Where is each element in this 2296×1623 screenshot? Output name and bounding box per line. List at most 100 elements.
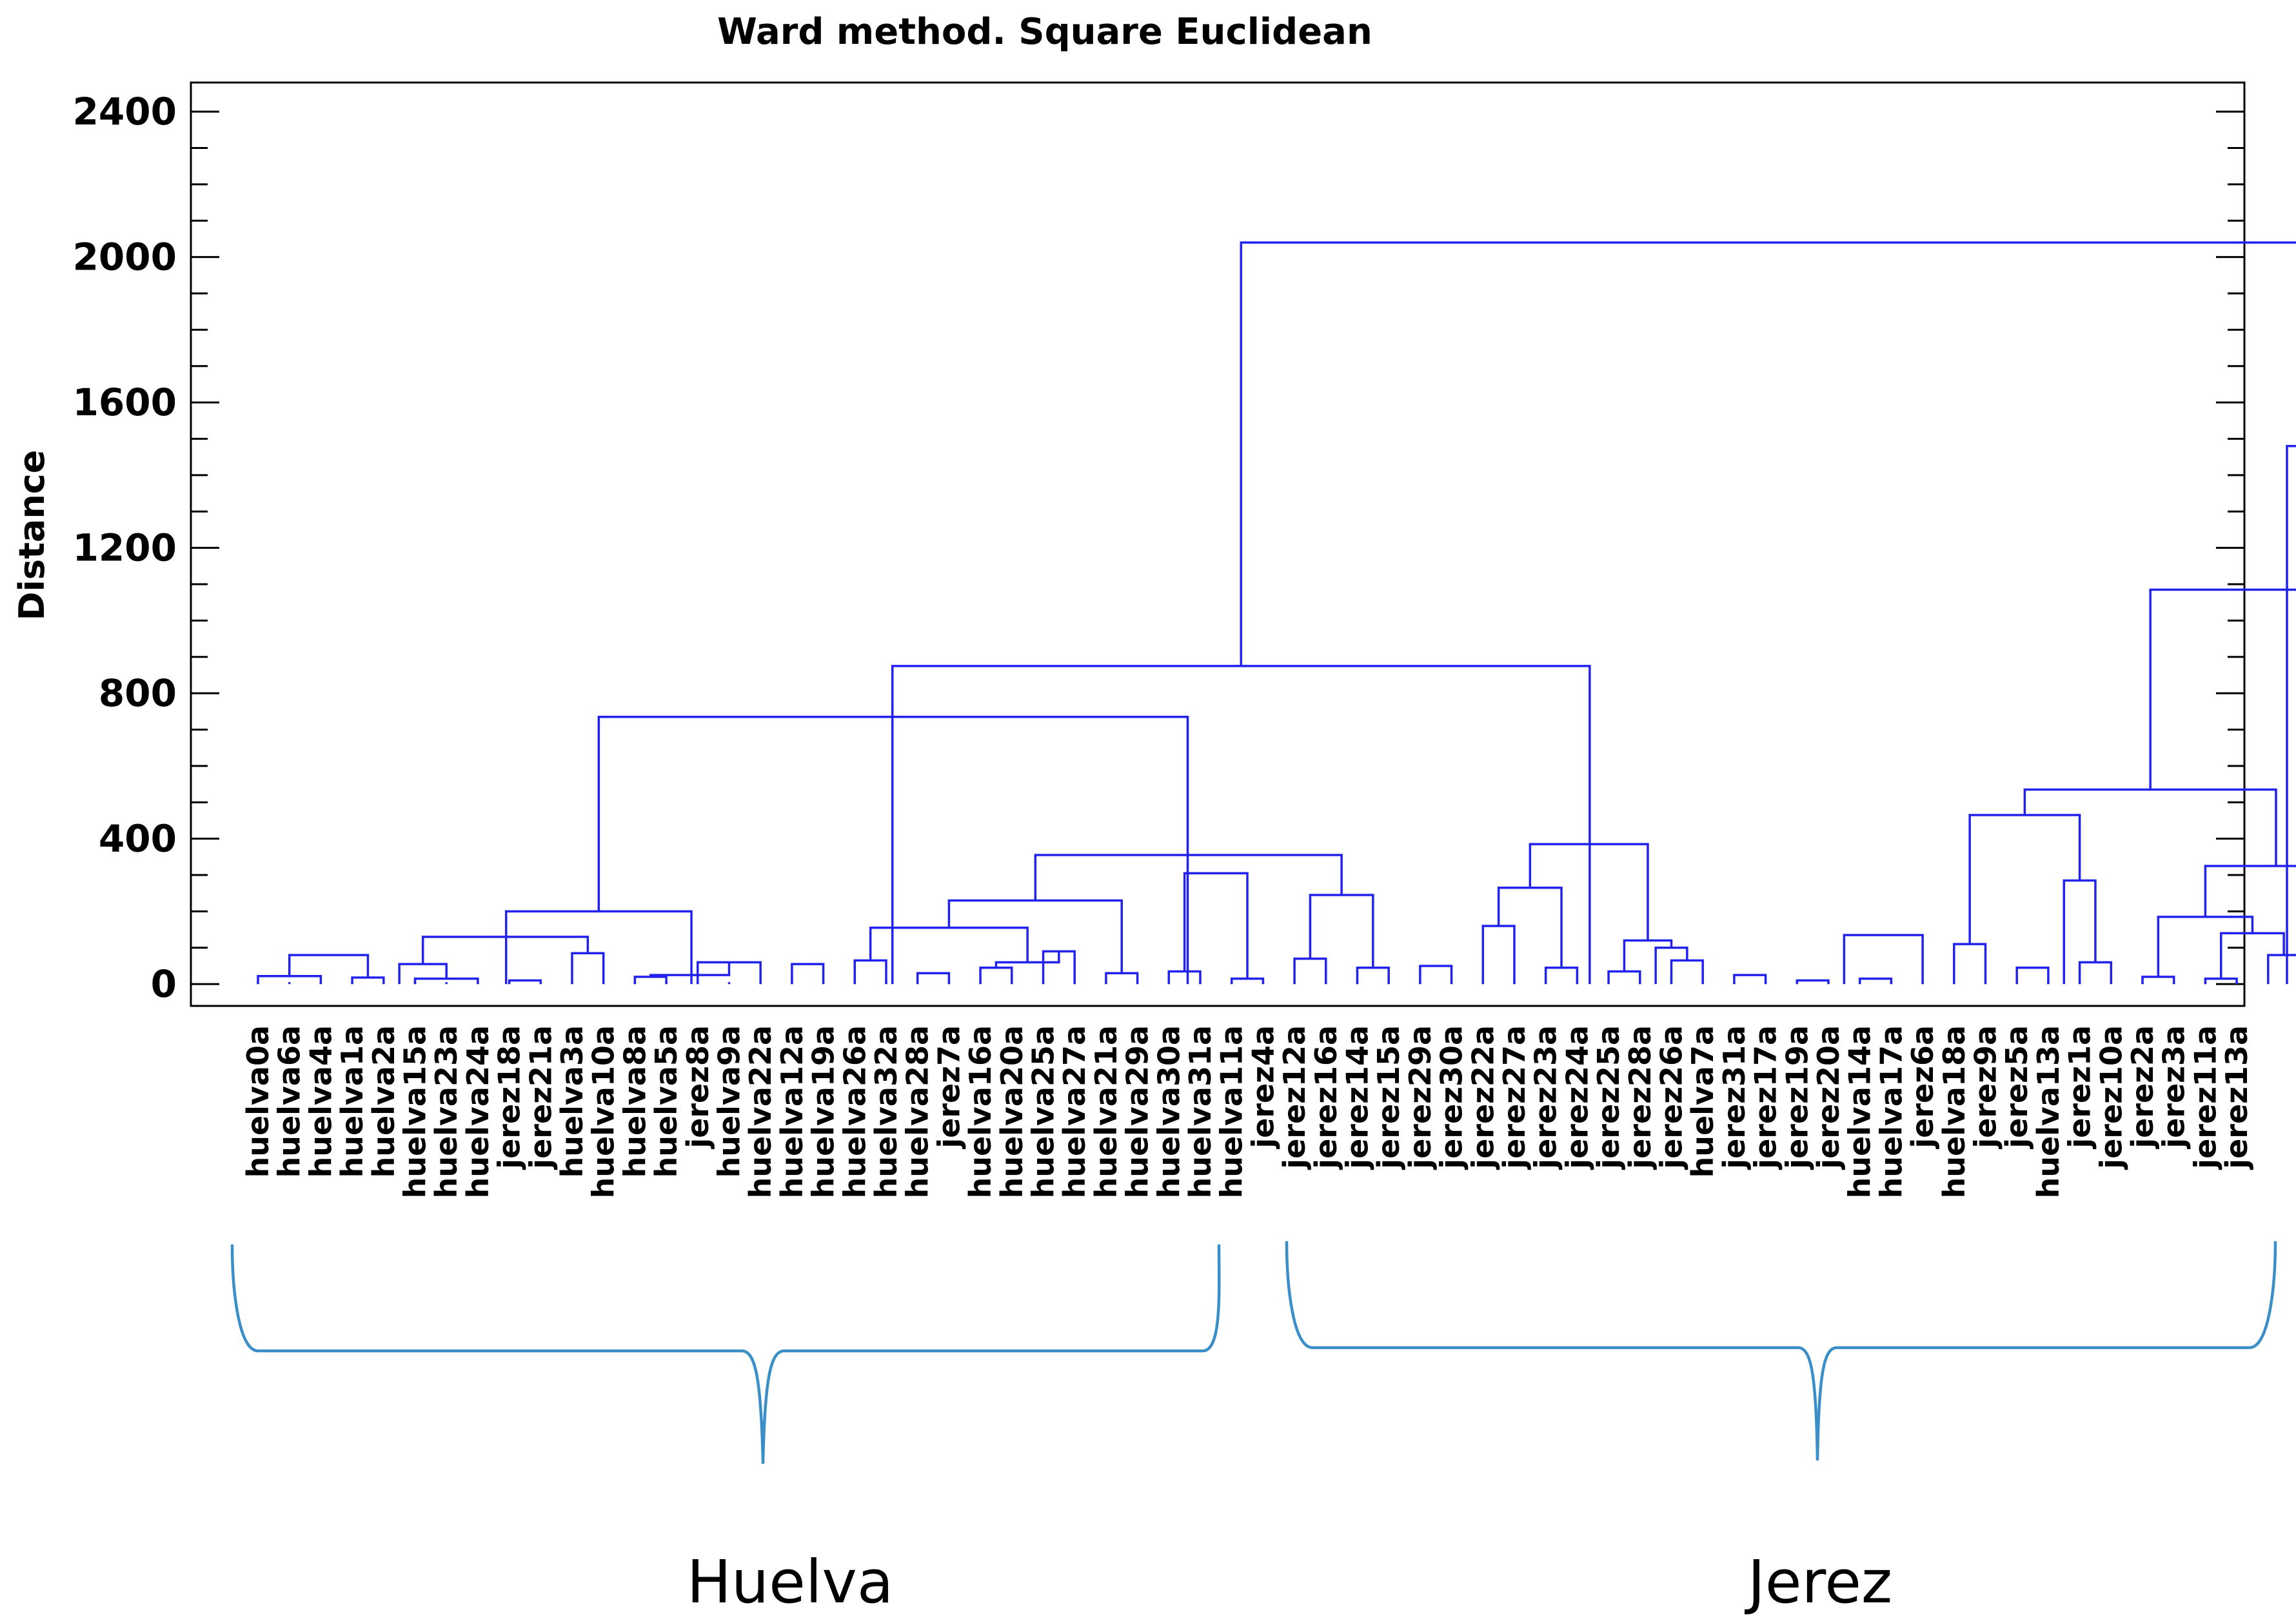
leaf-label: jerez1a (2063, 1025, 2097, 1150)
leaf-label: huelva6a (272, 1025, 307, 1178)
leaf-label: huelva18a (1937, 1025, 1972, 1199)
leaf-label: jerez8a (680, 1025, 715, 1150)
leaf-label: huelva30a (1151, 1025, 1186, 1199)
dendrogram-link (633, 976, 668, 985)
leaf-label: jerez25a (1591, 1025, 1626, 1170)
dendrogram-link (1042, 950, 1076, 985)
group-label-huelva: Huelva (687, 1548, 893, 1617)
leaf-label: jerez26a (1654, 1025, 1689, 1170)
leaf-label: jerez11a (2188, 1025, 2222, 1170)
dendrogram-link (504, 910, 693, 985)
dendrogram-link (2015, 967, 2050, 985)
dendrogram-link (2023, 788, 2277, 866)
leaf-label: jerez18a (492, 1025, 527, 1170)
dendrogram-link (351, 976, 385, 985)
dendrogram-link (1293, 957, 1327, 985)
dendrogram-link (853, 959, 887, 985)
leaf-label: jerez10a (2093, 1025, 2128, 1170)
chart-title: Ward method. Square Euclidean (717, 11, 1372, 53)
dendrogram-link (1953, 943, 1987, 985)
leaf-label: huelva25a (1026, 1025, 1061, 1199)
leaf-label: huelva0a (241, 1025, 275, 1178)
leaf-label: huelva20a (995, 1025, 1029, 1199)
dendrogram-link (2286, 445, 2296, 985)
leaf-label: huelva31a (1183, 1025, 1218, 1199)
leaf-label: huelva16a (963, 1025, 998, 1199)
leaf-label: jerez21a (523, 1025, 558, 1170)
huelva-bracket (230, 1244, 1221, 1464)
leaf-label: jerez3a (2157, 1025, 2192, 1150)
dendrogram-link (2141, 976, 2175, 985)
leaf-label: huelva7a (1685, 1025, 1720, 1178)
leaf-label: huelva32a (869, 1025, 904, 1199)
leaf-label: jerez7a (931, 1025, 966, 1150)
dendrogram-link (508, 979, 542, 985)
leaf-label: jerez5a (1999, 1025, 2034, 1150)
leaf-label: huelva14a (1843, 1025, 1877, 1199)
leaf-label: huelva10a (586, 1025, 621, 1199)
leaf-label: huelva2a (366, 1025, 401, 1178)
dendrogram-link (1230, 977, 1265, 985)
leaf-label: jerez30a (1434, 1025, 1469, 1170)
leaf-label: jerez17a (1748, 1025, 1783, 1170)
dendrogram-link (1105, 972, 1139, 985)
leaf-label: huelva28a (900, 1025, 935, 1199)
dendrogram-link (2204, 865, 2296, 917)
leaf-label: huelva4a (303, 1025, 338, 1178)
dendrogram-link (1968, 814, 2081, 945)
dendrogram-link (1167, 970, 1202, 985)
dendrogram-link (1843, 934, 1924, 985)
dendrogram-link (916, 972, 951, 985)
dendrogram-link (2149, 588, 2296, 790)
group-label-jerez: Jerez (1745, 1548, 1892, 1617)
leaf-label: huelva29a (1120, 1025, 1155, 1199)
leaf-label: huelva17a (1874, 1025, 1908, 1199)
leaf-label: jerez31a (1717, 1025, 1752, 1170)
dendrogram-link (288, 954, 370, 978)
leaf-label: huelva15a (398, 1025, 433, 1199)
dendrogram-link (413, 977, 479, 985)
dendrogram-link (2063, 879, 2097, 985)
dendrogram-link (979, 967, 1013, 985)
dendrogram-link (1240, 241, 2296, 666)
y-tick-label: 0 (151, 962, 177, 1006)
y-tick-label: 1200 (73, 526, 177, 570)
leaf-label: huelva21a (1089, 1025, 1123, 1199)
y-tick-label: 2400 (73, 90, 177, 133)
leaf-label: huelva22a (743, 1025, 778, 1199)
dendrogram-link (1654, 947, 1688, 985)
leaf-label: jerez2a (2125, 1025, 2160, 1150)
leaf-label: huelva8a (617, 1025, 652, 1178)
leaf-label: huelva9a (712, 1025, 747, 1178)
dendrogram-link (1309, 894, 1374, 968)
leaf-label: huelva23a (429, 1025, 464, 1199)
dendrogram-link (1544, 967, 1579, 985)
y-axis-ticks: 0 400 800 1200 1600 2000 2400 (73, 90, 2244, 1006)
leaf-label: jerez13a (2219, 1025, 2254, 1170)
leaf-label: huelva27a (1057, 1025, 1092, 1199)
leaf-label: huelva12a (775, 1025, 809, 1199)
leaf-label: jerez23a (1529, 1025, 1563, 1170)
dendrogram-link (1858, 977, 1893, 985)
leaf-label: jerez22a (1465, 1025, 1500, 1170)
dendrogram-link (995, 951, 1060, 968)
leaf-label: huelva1a (335, 1025, 370, 1178)
dendrogram-links (257, 241, 2296, 985)
dendrogram-link (2078, 961, 2113, 985)
leaf-label: jerez27a (1497, 1025, 1532, 1170)
y-tick-label: 400 (99, 817, 177, 861)
dendrogram-link (649, 962, 731, 977)
leaf-label: huelva3a (555, 1025, 589, 1178)
dendrogram-link (1623, 939, 1673, 972)
leaf-label: jerez16a (1309, 1025, 1343, 1170)
leaf-label: jerez14a (1340, 1025, 1375, 1170)
y-tick-label: 2000 (73, 235, 177, 279)
dendrogram-link (2204, 977, 2238, 985)
dendrogram-link (1356, 967, 1390, 985)
dendrogram-link (1183, 872, 1249, 979)
leaf-label: huelva11a (1214, 1025, 1249, 1199)
leaf-label: jerez4a (1245, 1025, 1280, 1150)
leaf-label: jerez24a (1559, 1025, 1594, 1170)
leaf-label: jerez9a (1968, 1025, 2003, 1150)
